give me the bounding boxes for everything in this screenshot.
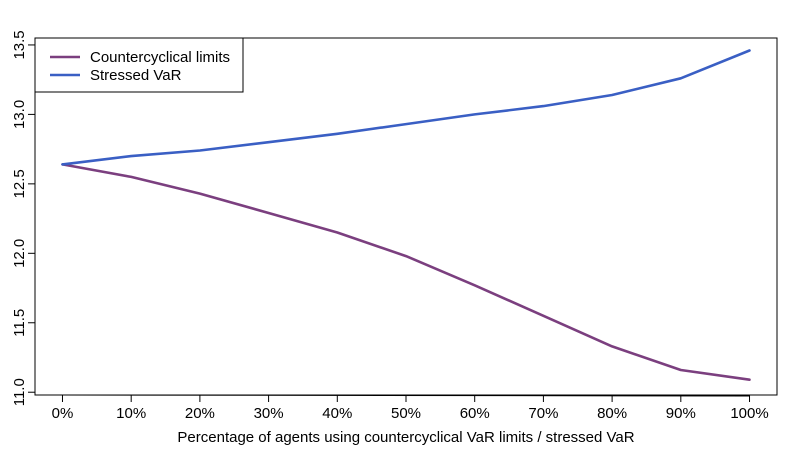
x-tick-label: 60%: [460, 405, 490, 422]
plot-area: 0% 10% 20% 30% 40% 50% 60% 70% 80% 90% 100% Percent…: [11, 30, 778, 446]
y-tick-label: 12.0: [11, 239, 28, 268]
x-tick-label: 30%: [254, 405, 284, 422]
y-tick-label: 11.0: [11, 378, 28, 406]
y-tick-label: 13.5: [11, 30, 28, 59]
y-tick-label: 12.5: [11, 169, 28, 198]
x-tick-label: 70%: [528, 405, 558, 422]
x-tick-label: 90%: [666, 405, 696, 422]
y-tick-label: 11.5: [11, 309, 28, 337]
x-tick-label: 50%: [391, 405, 421, 422]
series-line-stressed-var: [61, 49, 751, 166]
x-axis-title: Percentage of agents using countercyclic…: [177, 429, 634, 446]
x-tick-label: 10%: [116, 405, 146, 422]
legend-box: [34, 37, 244, 93]
legend-label: Stressed VaR: [90, 67, 182, 84]
series-line-countercyclical-limits: [61, 163, 751, 382]
x-tick-label: 80%: [597, 405, 627, 422]
x-tick-label: 0%: [52, 405, 74, 422]
legend-label: Countercyclical limits: [90, 49, 230, 66]
x-tick-label: 100%: [730, 405, 768, 422]
x-tick-label: 40%: [322, 405, 352, 422]
y-tick-label: 13.0: [11, 100, 28, 129]
x-tick-label: 20%: [185, 405, 215, 422]
